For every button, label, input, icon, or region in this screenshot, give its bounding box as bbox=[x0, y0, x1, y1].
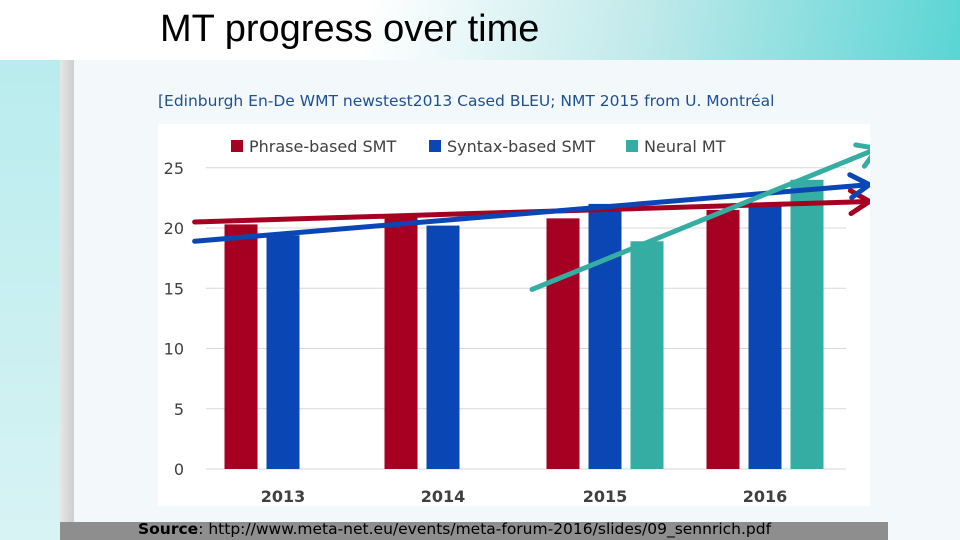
bar-syntax-based-smt-2013 bbox=[266, 235, 300, 469]
source-bar bbox=[60, 522, 888, 540]
x-tick-label-2016: 2016 bbox=[743, 487, 788, 506]
legend-swatch-2 bbox=[626, 140, 638, 152]
bar-phrase-based-smt-2013 bbox=[224, 224, 258, 469]
bar-syntax-based-smt-2014 bbox=[426, 225, 460, 469]
x-tick-label-2015: 2015 bbox=[583, 487, 628, 506]
legend-swatch-0 bbox=[231, 140, 243, 152]
source-label: Source bbox=[138, 520, 199, 538]
source-citation: Source: http://www.meta-net.eu/events/me… bbox=[138, 520, 771, 538]
bar-syntax-based-smt-2015 bbox=[588, 203, 622, 469]
bar-syntax-based-smt-2016 bbox=[748, 203, 782, 469]
trend-arrow-line-1 bbox=[192, 182, 872, 244]
bleu-bar-chart: 0 5 10 15 20 25 2013 2014 2015 2016 Phrase-based S… bbox=[164, 137, 880, 506]
y-tick-label: 10 bbox=[164, 340, 184, 359]
slide-title: MT progress over time bbox=[160, 8, 540, 50]
legend-swatch-1 bbox=[429, 140, 441, 152]
y-tick-label: 5 bbox=[174, 400, 184, 419]
bar-neural-mt-2015 bbox=[630, 241, 664, 469]
chart-caption: [Edinburgh En-De WMT newstest2013 Cased … bbox=[158, 92, 775, 110]
source-url: : http://www.meta-net.eu/events/meta-for… bbox=[198, 520, 772, 538]
legend-label-1: Syntax-based SMT bbox=[447, 137, 595, 156]
y-tick-label: 20 bbox=[164, 219, 184, 238]
bar-neural-mt-2016 bbox=[790, 179, 824, 470]
y-tick-label: 25 bbox=[164, 159, 184, 178]
legend-label-2: Neural MT bbox=[644, 137, 726, 156]
x-tick-label-2014: 2014 bbox=[421, 487, 466, 506]
trend-arrow-head-1 bbox=[847, 172, 872, 201]
bar-phrase-based-smt-2014 bbox=[384, 217, 418, 469]
left-accent-stripe bbox=[60, 60, 74, 540]
chart-area: 0 5 10 15 20 25 2013 2014 2015 2016 Phrase-based S… bbox=[158, 124, 880, 506]
bar-phrase-based-smt-2015 bbox=[546, 218, 580, 469]
x-tick-label-2013: 2013 bbox=[261, 487, 306, 506]
y-tick-label: 0 bbox=[174, 460, 184, 479]
legend-label-0: Phrase-based SMT bbox=[249, 137, 396, 156]
y-tick-label: 15 bbox=[164, 279, 184, 298]
trend-arrow-line-2 bbox=[529, 145, 880, 292]
bar-phrase-based-smt-2016 bbox=[706, 209, 740, 470]
